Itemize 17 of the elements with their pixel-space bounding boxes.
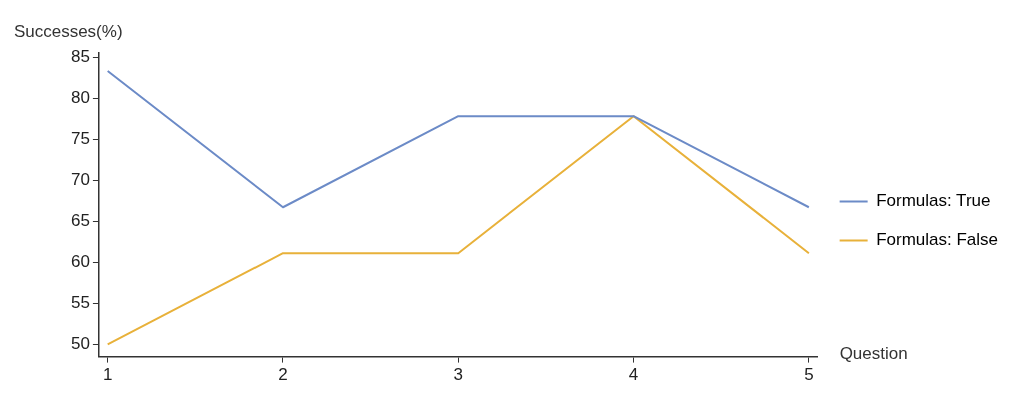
legend-label: Formulas: False <box>876 230 999 250</box>
y-tick-label: 60 <box>70 251 90 271</box>
y-tick-label: 65 <box>70 210 90 230</box>
x-tick-label: 5 <box>804 365 814 385</box>
y-tick-label: 50 <box>70 333 90 353</box>
y-tick-label: 55 <box>70 292 90 312</box>
y-tick-label: 85 <box>70 46 90 66</box>
y-axis-title: Successes(%) <box>13 22 123 42</box>
x-tick-label: 3 <box>453 365 464 385</box>
x-tick-label: 2 <box>278 365 288 385</box>
y-tick-label: 80 <box>70 87 90 107</box>
legend-label: Formulas: True <box>876 191 991 211</box>
y-tick-label: 70 <box>70 169 90 189</box>
x-axis-title: Question <box>839 344 908 364</box>
x-tick-label: 4 <box>628 365 639 385</box>
x-tick-label: 1 <box>102 365 113 385</box>
y-tick-label: 75 <box>70 128 90 148</box>
